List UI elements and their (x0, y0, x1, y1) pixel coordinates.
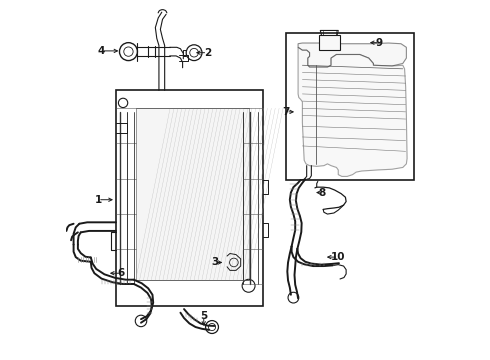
Text: 10: 10 (331, 252, 345, 262)
Bar (318, 35, 340, 50)
Bar (116, 90, 263, 306)
Bar (286, 33, 414, 180)
Bar (136, 108, 248, 280)
Text: 9: 9 (376, 38, 383, 48)
Text: 8: 8 (318, 188, 326, 198)
Text: 4: 4 (98, 46, 105, 56)
Polygon shape (298, 43, 406, 67)
Text: 2: 2 (204, 48, 211, 58)
Text: 1: 1 (95, 195, 101, 205)
Polygon shape (298, 47, 407, 176)
Text: 7: 7 (283, 107, 290, 117)
Text: 5: 5 (200, 311, 207, 321)
Text: 3: 3 (211, 257, 218, 267)
Text: 6: 6 (118, 268, 125, 278)
